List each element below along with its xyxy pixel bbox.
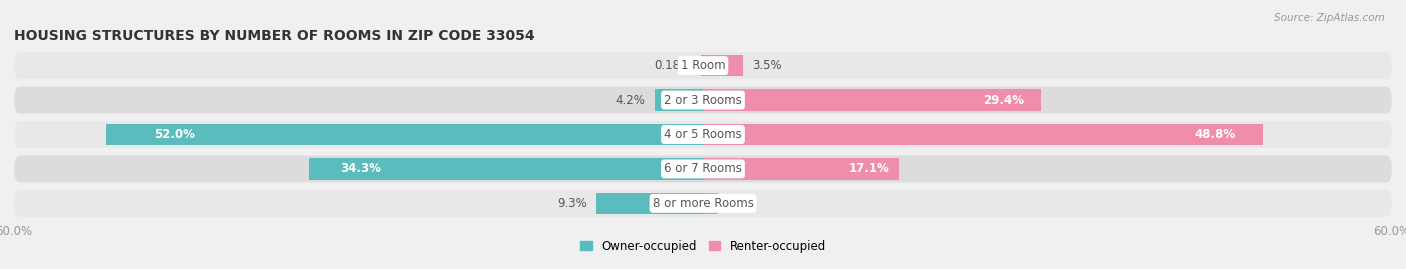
Text: 8 or more Rooms: 8 or more Rooms — [652, 197, 754, 210]
Text: 2 or 3 Rooms: 2 or 3 Rooms — [664, 94, 742, 107]
Bar — [105, 124, 703, 145]
Text: 52.0%: 52.0% — [153, 128, 194, 141]
Legend: Owner-occupied, Renter-occupied: Owner-occupied, Renter-occupied — [579, 240, 827, 253]
Text: 0.18%: 0.18% — [655, 59, 692, 72]
Text: 1 Room: 1 Room — [681, 59, 725, 72]
Bar — [309, 158, 703, 180]
Bar — [703, 124, 1264, 145]
FancyBboxPatch shape — [14, 87, 1392, 114]
Bar — [703, 193, 718, 214]
Bar — [596, 193, 703, 214]
Text: 6 or 7 Rooms: 6 or 7 Rooms — [664, 162, 742, 175]
Text: 17.1%: 17.1% — [849, 162, 890, 175]
Text: 34.3%: 34.3% — [340, 162, 381, 175]
Text: 1.3%: 1.3% — [727, 197, 756, 210]
Bar — [703, 158, 900, 180]
FancyBboxPatch shape — [14, 155, 1392, 182]
Text: 4 or 5 Rooms: 4 or 5 Rooms — [664, 128, 742, 141]
FancyBboxPatch shape — [14, 190, 1392, 217]
Text: HOUSING STRUCTURES BY NUMBER OF ROOMS IN ZIP CODE 33054: HOUSING STRUCTURES BY NUMBER OF ROOMS IN… — [14, 29, 534, 43]
Text: Source: ZipAtlas.com: Source: ZipAtlas.com — [1274, 13, 1385, 23]
Bar — [703, 55, 744, 76]
Text: 3.5%: 3.5% — [752, 59, 782, 72]
Bar — [702, 55, 703, 76]
FancyBboxPatch shape — [14, 52, 1392, 79]
FancyBboxPatch shape — [14, 121, 1392, 148]
Text: 4.2%: 4.2% — [616, 94, 645, 107]
Bar — [703, 89, 1040, 111]
Text: 29.4%: 29.4% — [983, 94, 1024, 107]
Bar — [655, 89, 703, 111]
Text: 48.8%: 48.8% — [1194, 128, 1236, 141]
Text: 9.3%: 9.3% — [557, 197, 588, 210]
